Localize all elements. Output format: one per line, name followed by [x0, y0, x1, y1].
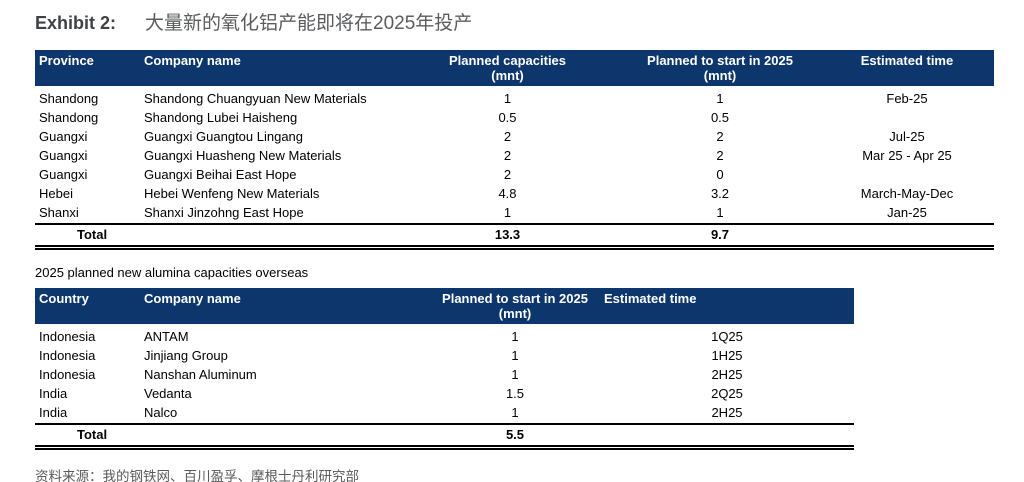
table-cell: 1Q25 — [711, 329, 743, 344]
overseas-capacity-table: Country Company name Planned to start in 2… — [35, 288, 994, 450]
column-header: Estimated time — [820, 50, 994, 86]
total-value — [600, 423, 854, 450]
table-cell: Indonesia — [39, 348, 96, 363]
table-cell: Nalco — [144, 405, 178, 420]
table-cell: Shanxi Jinzohng East Hope — [144, 205, 304, 220]
table-cell: 1.5 — [505, 386, 525, 401]
table-row: Shandong Shandong Chuangyuan New Material… — [35, 86, 994, 109]
total-label: Total — [35, 423, 140, 450]
table-cell: 1 — [511, 329, 519, 344]
source-note: 资料来源：我的钢铁网、百川盈孚、摩根士丹利研究部 — [35, 469, 359, 482]
table-cell: 2Q25 — [711, 386, 743, 401]
table-row: India Nalco 1 2H25 — [35, 404, 854, 424]
table-cell: Indonesia — [39, 367, 96, 382]
table-cell: Jinjiang Group — [144, 348, 228, 363]
total-row: Total 5.5 — [35, 423, 854, 450]
table-row: Guangxi Guangxi Huasheng New Materials 2 2 M… — [35, 147, 994, 166]
table-cell: Hebei — [39, 186, 73, 201]
column-header: Planned capacities (mnt) — [395, 50, 620, 86]
table-cell: 0 — [716, 167, 724, 182]
overseas-subtitle: 2025 planned new alumina capacities over… — [35, 265, 309, 280]
table-row: Indonesia Jinjiang Group 1 1H25 — [35, 347, 854, 366]
table-cell: Shandong Lubei Haisheng — [144, 110, 298, 125]
table-cell: 2H25 — [711, 405, 743, 420]
data-table: Province Company name Planned capacities (m… — [35, 50, 994, 250]
table-cell: 2 — [503, 167, 512, 182]
column-header: Planned to start in 2025 (mnt) — [430, 288, 600, 324]
china-capacity-table: Province Company name Planned capacities (m… — [35, 50, 994, 250]
table-cell: Shandong — [39, 110, 99, 125]
table-cell: 1 — [511, 405, 519, 420]
total-row: Total 13.3 9.7 — [35, 223, 994, 250]
table-cell — [820, 166, 994, 185]
table-cell: Nanshan Aluminum — [144, 367, 257, 382]
data-table: Country Company name Planned to start in 2… — [35, 288, 854, 450]
table-cell: India — [39, 386, 68, 401]
header-row: Country Company name Planned to start in 2… — [35, 288, 854, 324]
table-cell: 1 — [716, 205, 724, 220]
total-value: 9.7 — [620, 223, 820, 250]
total-value — [140, 223, 395, 250]
exhibit-title-text: 大量新的氧化铝产能即将在2025年投产 — [145, 13, 473, 34]
table-cell: 0.5 — [710, 110, 730, 125]
table-cell: 4.8 — [498, 186, 517, 201]
table-cell: Jul-25 — [889, 129, 925, 144]
table-row: Indonesia Nanshan Aluminum 1 2H25 — [35, 366, 854, 385]
table-cell: Jan-25 — [887, 205, 927, 220]
table-cell: Shandong Chuangyuan New Materials — [144, 91, 367, 106]
table-cell — [820, 109, 994, 128]
total-value: 5.5 — [430, 423, 600, 450]
table-cell: 3.2 — [710, 186, 730, 201]
table-cell: India — [39, 405, 68, 420]
table-row: India Vedanta 1.5 2Q25 — [35, 385, 854, 404]
total-value — [140, 423, 430, 450]
header-row: Province Company name Planned capacities (m… — [35, 50, 994, 86]
table-cell: Feb-25 — [886, 91, 928, 106]
table-cell: 1 — [716, 91, 724, 106]
total-value — [820, 223, 994, 250]
table-cell: Guangxi — [39, 129, 88, 144]
table-row: Guangxi Guangxi Beihai East Hope 2 0 — [35, 166, 994, 185]
table-cell: Hebei Wenfeng New Materials — [144, 186, 320, 201]
column-header: Company name — [140, 50, 395, 86]
table-row: Shanxi Shanxi Jinzohng East Hope 1 1 Jan-25 — [35, 204, 994, 224]
table-cell: 2 — [716, 148, 724, 163]
total-value: 13.3 — [395, 223, 620, 250]
table-cell: Mar 25 - Apr 25 — [862, 148, 952, 163]
total-label: Total — [35, 223, 140, 250]
table-cell: ANTAM — [144, 329, 189, 344]
table-row: Hebei Hebei Wenfeng New Materials 4.8 3.2 Ma… — [35, 185, 994, 204]
table-cell: Guangxi — [39, 148, 88, 163]
column-header: Country — [35, 288, 140, 324]
table-cell: Guangxi Beihai East Hope — [144, 167, 297, 182]
column-header: Planned to start in 2025 (mnt) — [620, 50, 820, 86]
table-cell: Guangxi — [39, 167, 88, 182]
table-cell: 1H25 — [711, 348, 743, 363]
table-cell: Shanxi — [39, 205, 79, 220]
column-header: Company name — [140, 288, 430, 324]
table-cell: Guangxi Guangtou Lingang — [144, 129, 304, 144]
table-cell: 1 — [511, 348, 519, 363]
table-cell: Vedanta — [144, 386, 192, 401]
exhibit-title: Exhibit 2: 大量新的氧化铝产能即将在2025年投产 — [35, 8, 994, 35]
table-cell: 2H25 — [711, 367, 743, 382]
table-row: Indonesia ANTAM 1 1Q25 — [35, 324, 854, 347]
table-cell: 2 — [716, 129, 724, 144]
table-cell: 1 — [503, 91, 512, 106]
table-cell: 2 — [503, 129, 512, 144]
table-cell: 0.5 — [498, 110, 517, 125]
table-cell: Shandong — [39, 91, 99, 106]
table-row: Guangxi Guangxi Guangtou Lingang 2 2 Jul-25 — [35, 128, 994, 147]
column-header: Estimated time — [600, 288, 854, 324]
table-cell: Guangxi Huasheng New Materials — [144, 148, 342, 163]
table-row: Shandong Shandong Lubei Haisheng 0.5 0.5 — [35, 109, 994, 128]
table-cell: Indonesia — [39, 329, 96, 344]
table-cell: 1 — [503, 205, 512, 220]
table-cell: 1 — [511, 367, 519, 382]
column-header: Province — [35, 50, 140, 86]
exhibit-label: Exhibit 2: — [35, 13, 117, 33]
table-cell: 2 — [503, 148, 512, 163]
table-cell: March-May-Dec — [860, 186, 954, 201]
